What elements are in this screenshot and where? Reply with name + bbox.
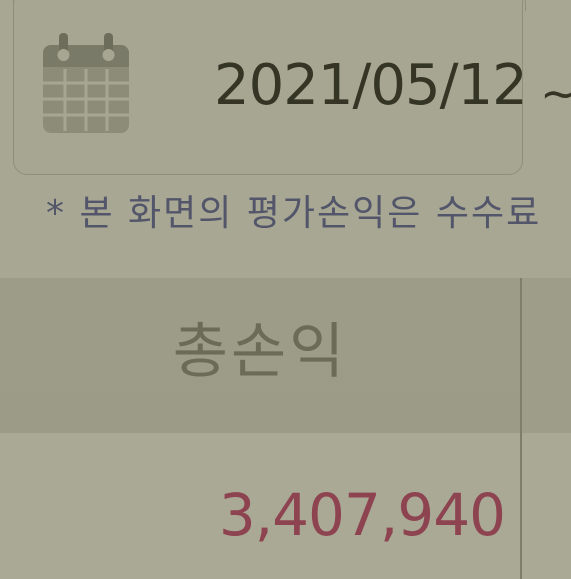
table-header — [0, 278, 571, 433]
total-pnl-value: 3,407,940 — [218, 481, 506, 549]
date-picker[interactable]: 2021/05/12 — [12, 0, 528, 175]
table-header-next-column — [522, 278, 571, 433]
total-pnl-header: 총손익 — [172, 317, 348, 387]
pnl-notice: * 본 화면의 평가손익은 수수료 — [46, 193, 542, 234]
table-row — [0, 433, 571, 579]
column-divider — [520, 278, 522, 579]
start-date-value[interactable]: 2021/05/12 — [214, 53, 528, 118]
calendar-icon[interactable] — [41, 33, 131, 135]
date-range-separator: ~ — [540, 66, 571, 120]
